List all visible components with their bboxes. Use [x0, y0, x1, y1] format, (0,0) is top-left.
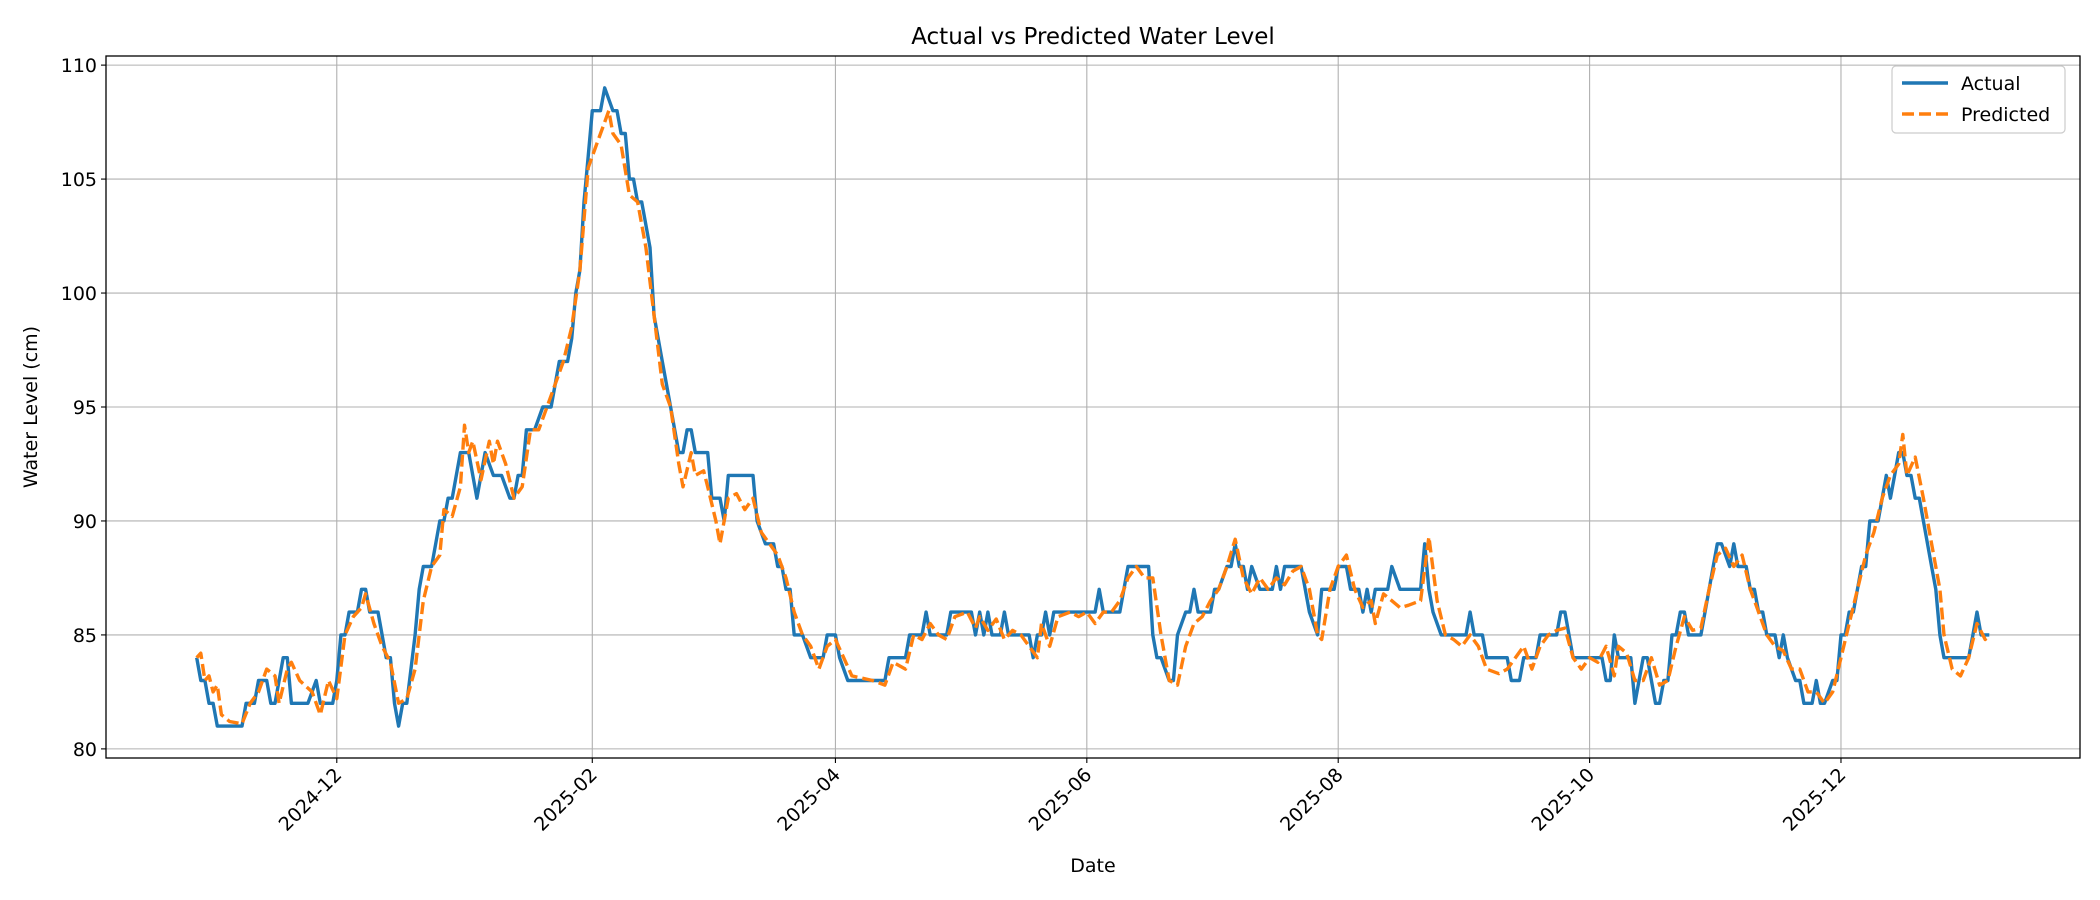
y-tick-label: 80 — [73, 739, 97, 761]
legend-actual-label: Actual — [1961, 73, 2021, 95]
series-line-predicted — [195, 109, 1991, 726]
y-tick-label: 95 — [73, 397, 97, 419]
legend-predicted-label: Predicted — [1961, 104, 2050, 126]
y-tick-label: 110 — [61, 55, 97, 77]
y-tick-label: 100 — [61, 283, 97, 305]
y-tick-label: 105 — [61, 169, 97, 191]
y-tick-label: 90 — [73, 511, 97, 533]
x-axis-label: Date — [1070, 855, 1115, 877]
chart-title: Actual vs Predicted Water Level — [911, 24, 1275, 50]
y-tick-label: 85 — [73, 625, 97, 647]
legend: Actual Predicted — [1891, 65, 2066, 134]
plot-lines — [195, 86, 1991, 728]
y-axis-label: Water Level (cm) — [20, 326, 42, 488]
